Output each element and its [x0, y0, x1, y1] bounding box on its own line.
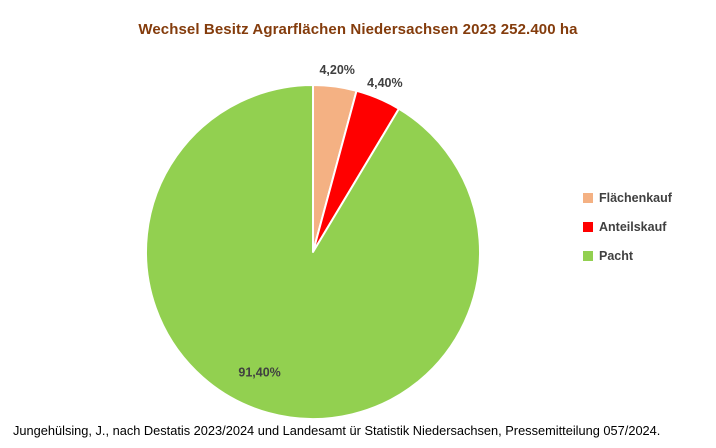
data-label-flaechenkauf: 4,20%	[319, 63, 354, 77]
chart-title: Wechsel Besitz Agrarflächen Niedersachse…	[138, 21, 578, 38]
data-label-pacht: 91,40%	[238, 366, 280, 380]
legend-label: Pacht	[599, 248, 634, 263]
legend-item-flaechenkauf: Flächenkauf	[583, 190, 672, 205]
legend-swatch-flaechenkauf-icon	[583, 192, 593, 203]
legend-swatch-anteilskauf-icon	[583, 221, 593, 232]
legend-label: Anteilskauf	[599, 219, 667, 234]
data-label-anteilskauf: 4,40%	[367, 76, 402, 90]
legend-item-anteilskauf: Anteilskauf	[583, 219, 672, 234]
legend-label: Flächenkauf	[599, 190, 672, 205]
legend-item-pacht: Pacht	[583, 248, 672, 263]
pie-slice-pacht	[145, 84, 481, 420]
source-note: Jungehülsing, J., nach Destatis 2023/202…	[13, 423, 661, 438]
legend-swatch-pacht-icon	[583, 250, 593, 261]
legend: Flächenkauf Anteilskauf Pacht	[583, 190, 672, 277]
